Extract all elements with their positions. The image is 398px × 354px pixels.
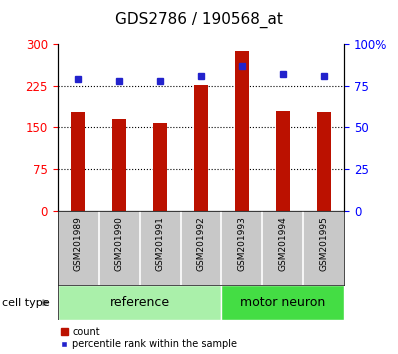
Text: motor neuron: motor neuron [240, 296, 326, 309]
Bar [317, 112, 331, 211]
Bar [112, 119, 126, 211]
Text: GDS2786 / 190568_at: GDS2786 / 190568_at [115, 11, 283, 28]
Bar [221, 285, 344, 320]
Text: GSM201991: GSM201991 [156, 217, 164, 272]
Text: GSM201992: GSM201992 [197, 217, 205, 271]
Bar [194, 85, 208, 211]
Text: GSM201993: GSM201993 [238, 217, 246, 272]
Bar [276, 111, 290, 211]
Legend: count, percentile rank within the sample: count, percentile rank within the sample [60, 327, 237, 349]
Text: reference: reference [109, 296, 170, 309]
Text: cell type: cell type [2, 298, 50, 308]
Bar [153, 123, 167, 211]
Bar [71, 112, 85, 211]
Text: GSM201995: GSM201995 [319, 217, 328, 272]
Bar [58, 285, 221, 320]
Text: GSM201994: GSM201994 [278, 217, 287, 271]
Text: GSM201990: GSM201990 [115, 217, 124, 272]
Text: GSM201989: GSM201989 [74, 217, 83, 272]
Bar [235, 51, 249, 211]
